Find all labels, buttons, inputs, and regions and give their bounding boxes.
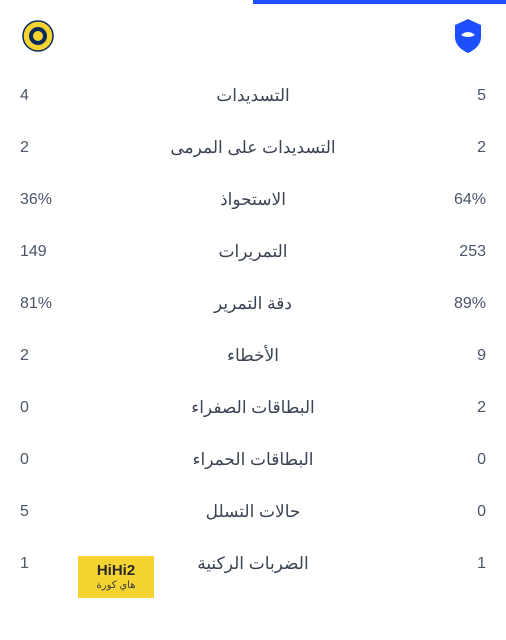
stat-home-value: 2 [426,139,486,157]
stat-home-value: 5 [426,87,486,105]
stat-away-value: 81% [20,295,80,313]
stat-row: 5 التسديدات 4 [20,70,486,122]
stat-row: 89% دقة التمرير 81% [20,278,486,330]
stat-label: التمريرات [80,242,426,262]
away-team-logo[interactable] [20,18,56,54]
stat-label: البطاقات الحمراء [80,450,426,470]
stat-home-value: 1 [426,555,486,573]
stat-away-value: 5 [20,503,80,521]
watermark-main-text: HiHi2 [97,563,135,578]
stat-row: 253 التمريرات 149 [20,226,486,278]
stat-away-value: 149 [20,243,80,261]
alnassr-logo-icon [21,19,55,53]
stat-row: 64% الاستحواذ 36% [20,174,486,226]
stat-away-value: 2 [20,347,80,365]
stat-row: 2 التسديدات على المرمى 2 [20,122,486,174]
stat-away-value: 2 [20,139,80,157]
stat-label: التسديدات [80,86,426,106]
stat-away-value: 0 [20,451,80,469]
stat-label: التسديدات على المرمى [80,138,426,158]
stat-away-value: 4 [20,87,80,105]
stat-home-value: 89% [426,295,486,313]
stat-label: الاستحواذ [80,190,426,210]
active-team-indicator [253,0,506,4]
stat-home-value: 64% [426,191,486,209]
stat-home-value: 2 [426,399,486,417]
stat-label: الأخطاء [80,346,426,366]
stat-row: 9 الأخطاء 2 [20,330,486,382]
stats-table: 5 التسديدات 4 2 التسديدات على المرمى 2 6… [0,64,506,590]
watermark-sub-text: هاي كورة [97,580,136,591]
stat-home-value: 0 [426,451,486,469]
alhilal-logo-icon [451,17,485,55]
stat-row: 0 البطاقات الحمراء 0 [20,434,486,486]
stat-away-value: 1 [20,555,80,573]
stat-home-value: 9 [426,347,486,365]
stat-label: البطاقات الصفراء [80,398,426,418]
stat-row: 0 حالات التسلل 5 [20,486,486,538]
stat-label: حالات التسلل [80,502,426,522]
watermark-badge: HiHi2 هاي كورة [78,556,154,598]
team-logos-row [0,0,506,64]
stat-label: دقة التمرير [80,294,426,314]
stat-home-value: 0 [426,503,486,521]
stat-away-value: 0 [20,399,80,417]
stat-away-value: 36% [20,191,80,209]
stat-row: 2 البطاقات الصفراء 0 [20,382,486,434]
stat-home-value: 253 [426,243,486,261]
home-team-logo[interactable] [450,18,486,54]
